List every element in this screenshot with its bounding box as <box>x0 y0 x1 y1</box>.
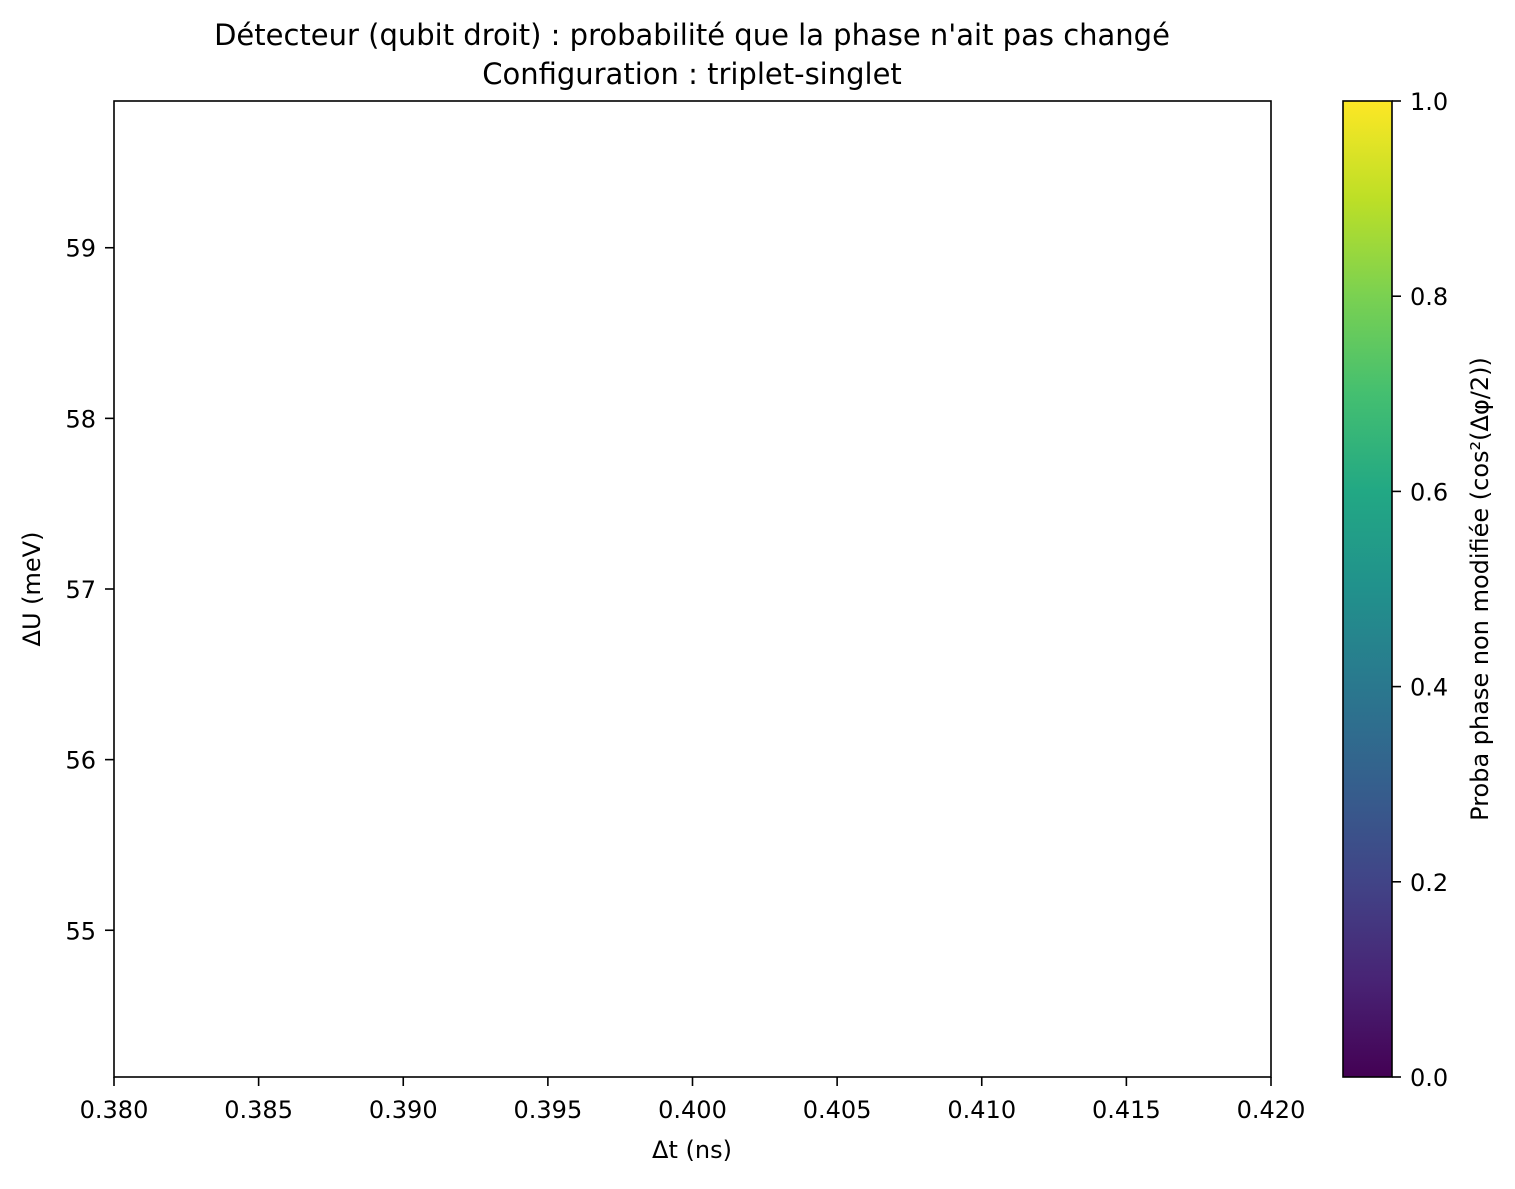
colorbar-tick-label: 0.8 <box>1410 283 1448 311</box>
plot-area <box>113 100 1272 1078</box>
colorbar-tick-label: 0.4 <box>1410 674 1448 702</box>
colorbar-tick-label: 1.0 <box>1410 88 1448 116</box>
y-tick-label: 59 <box>65 235 96 263</box>
colorbar <box>1342 100 1393 1078</box>
colorbar-tick-label: 0.6 <box>1410 478 1448 506</box>
chart-title: Détecteur (qubit droit) : probabilité qu… <box>214 18 1170 52</box>
x-tick-label: 0.400 <box>658 1096 727 1124</box>
x-tick-label: 0.415 <box>1092 1096 1161 1124</box>
colorbar-tick-label: 0.2 <box>1410 869 1448 897</box>
chart-subtitle: Configuration : triplet-singlet <box>482 57 902 91</box>
y-tick-label: 56 <box>65 747 96 775</box>
y-tick-label: 55 <box>65 917 96 945</box>
x-tick-label: 0.405 <box>803 1096 872 1124</box>
y-tick-label: 58 <box>65 405 96 433</box>
y-axis-label: ΔU (meV) <box>18 532 46 647</box>
x-axis: 0.380 0.385 0.390 0.395 0.400 0.405 0.410 0.415… <box>80 1077 1306 1124</box>
y-tick-label: 57 <box>65 576 96 604</box>
x-tick-label: 0.380 <box>80 1096 149 1124</box>
colorbar-tick-label: 0.0 <box>1410 1064 1448 1092</box>
x-tick-label: 0.385 <box>224 1096 293 1124</box>
colorbar-label: Proba phase non modifiée (cos²(Δφ/2)) <box>1466 357 1494 821</box>
y-axis: 55 56 57 58 59 <box>65 235 114 945</box>
x-tick-label: 0.420 <box>1237 1096 1306 1124</box>
x-axis-label: Δt (ns) <box>652 1136 732 1164</box>
x-tick-label: 0.390 <box>369 1096 438 1124</box>
colorbar-axis: 0.0 0.2 0.4 0.6 0.8 1.0 <box>1392 88 1448 1092</box>
x-tick-label: 0.410 <box>947 1096 1016 1124</box>
x-tick-label: 0.395 <box>514 1096 583 1124</box>
